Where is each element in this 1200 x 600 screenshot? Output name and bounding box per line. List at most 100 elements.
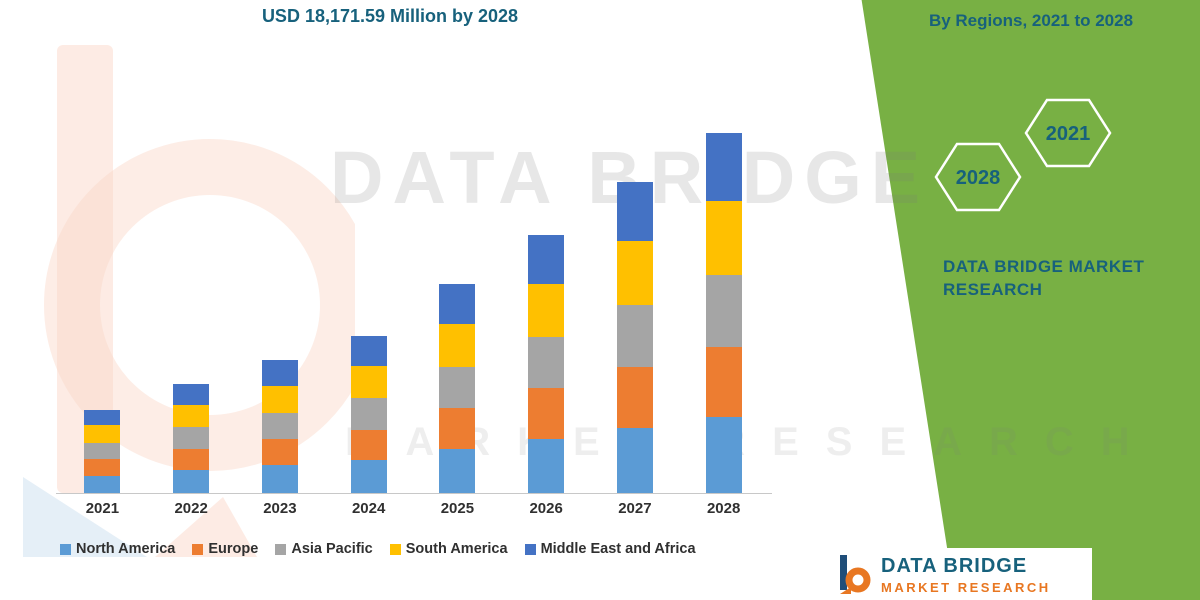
- bar-segment-south-america: [350, 365, 387, 399]
- bar-segment-middle-east-and-africa: [616, 182, 653, 242]
- bar-segment-europe: [528, 388, 565, 439]
- x-axis-label-2024: 2024: [351, 500, 386, 517]
- bar-segment-middle-east-and-africa: [173, 384, 210, 406]
- footer-logo: DATA BRIDGE MARKET RESEARCH: [830, 548, 1092, 600]
- bar-column-2021: [58, 409, 147, 493]
- x-axis-line: [56, 493, 772, 494]
- hexagon-2028: 2028: [934, 142, 1022, 212]
- bar-segment-north-america: [705, 417, 742, 493]
- bar-column-2025: [413, 283, 502, 493]
- bar-segment-north-america: [261, 465, 298, 493]
- legend-item-europe: Europe: [192, 541, 258, 557]
- bar-segment-asia-pacific: [616, 305, 653, 368]
- stacked-bar-2023: [261, 360, 298, 493]
- bar-segment-europe: [173, 449, 210, 471]
- bar-segment-north-america: [173, 470, 210, 493]
- legend-item-asia-pacific: Asia Pacific: [275, 541, 373, 557]
- bar-segment-europe: [350, 429, 387, 461]
- bar-segment-middle-east-and-africa: [705, 133, 742, 202]
- panel-title: By Regions, 2021 to 2028: [928, 11, 1134, 30]
- bar-segment-middle-east-and-africa: [439, 283, 476, 324]
- bar-segment-asia-pacific: [439, 366, 476, 409]
- legend-label: North America: [76, 541, 176, 557]
- stacked-bar-2022: [173, 384, 210, 493]
- stacked-bar-2025: [439, 283, 476, 493]
- legend-swatch: [389, 543, 401, 555]
- x-axis-label-2027: 2027: [618, 500, 652, 517]
- brand-text: DATA BRIDGE MARKET RESEARCH: [943, 255, 1144, 301]
- bar-segment-south-america: [616, 241, 653, 306]
- legend-label: Asia Pacific: [291, 541, 373, 557]
- legend-label: Europe: [208, 541, 259, 557]
- x-axis-label-2022: 2022: [174, 500, 208, 517]
- bar-column-2026: [502, 234, 591, 493]
- bar-segment-south-america: [84, 425, 121, 443]
- stacked-bar-2027: [616, 182, 653, 493]
- legend-label: South America: [405, 541, 508, 557]
- bar-segment-north-america: [84, 475, 121, 493]
- bar-segment-europe: [84, 459, 121, 476]
- legend-label: Middle East and Africa: [540, 541, 696, 557]
- bar-segment-asia-pacific: [261, 412, 298, 440]
- legend-swatch: [60, 543, 71, 555]
- hexagon-outline: [1024, 98, 1112, 168]
- bar-segment-asia-pacific: [705, 275, 742, 348]
- brand-text-line2: RESEARCH: [943, 280, 1043, 299]
- background-logo-watermark: [23, 45, 355, 557]
- bar-segment-asia-pacific: [350, 398, 387, 430]
- bar-segment-europe: [705, 347, 742, 418]
- hexagon-year-label: 2021: [1046, 123, 1091, 145]
- bar-column-2024: [324, 336, 413, 493]
- bar-segment-north-america: [350, 460, 387, 493]
- stacked-bar-2028: [705, 133, 742, 493]
- x-axis-labels: 2021 2022 2023 2024 2025 2026 2027 2028: [58, 500, 768, 517]
- brand-text-line1: DATA BRIDGE MARKET: [943, 257, 1145, 276]
- stacked-bar-2026: [528, 234, 565, 493]
- bar-segment-asia-pacific: [173, 427, 210, 450]
- x-axis-label-2026: 2026: [529, 500, 563, 517]
- x-axis-label-2023: 2023: [263, 500, 297, 517]
- x-axis-label-2021: 2021: [85, 500, 120, 517]
- bar-segment-north-america: [528, 438, 565, 493]
- bar-segment-asia-pacific: [528, 336, 565, 389]
- databridge-logo-icon: [840, 555, 871, 594]
- hexagon-badges: 2021 2028: [934, 98, 1112, 212]
- bar-segment-asia-pacific: [84, 442, 121, 460]
- legend-swatch: [524, 543, 536, 555]
- bar-column-2028: [679, 133, 768, 493]
- bar-segment-europe: [261, 439, 298, 466]
- bar-segment-south-america: [439, 323, 476, 367]
- bar-column-2023: [236, 360, 325, 493]
- footer-subbrand-text: MARKET RESEARCH: [881, 580, 1051, 595]
- bar-segment-middle-east-and-africa: [350, 336, 387, 366]
- bar-segment-europe: [616, 367, 653, 428]
- bar-segment-north-america: [616, 427, 653, 493]
- legend-item-south-america: South America: [389, 541, 508, 557]
- hexagon-year-label: 2028: [956, 167, 1001, 189]
- bar-column-2022: [147, 384, 236, 493]
- legend-swatch: [275, 543, 287, 555]
- x-axis-label-2025: 2025: [440, 500, 475, 517]
- plot-area: [58, 133, 768, 493]
- bar-segment-middle-east-and-africa: [84, 409, 121, 426]
- bar-segment-south-america: [528, 283, 565, 337]
- x-axis-label-2028: 2028: [706, 500, 741, 517]
- chart-title: USD 18,171.59 Million by 2028: [261, 6, 519, 26]
- bar-segment-south-america: [173, 405, 210, 428]
- hexagon-2021: 2021: [1024, 98, 1112, 168]
- bar-segment-middle-east-and-africa: [528, 234, 565, 284]
- legend: North America Europe Asia Pacific South Ame…: [60, 541, 820, 557]
- bar-segment-south-america: [705, 201, 742, 276]
- bar-segment-middle-east-and-africa: [261, 360, 298, 386]
- stacked-bar-2024: [350, 336, 387, 493]
- bar-segment-europe: [439, 408, 476, 450]
- bar-segment-south-america: [261, 385, 298, 413]
- bar-segment-north-america: [439, 449, 476, 493]
- footer-brand-text: DATA BRIDGE: [881, 555, 1028, 577]
- legend-item-north-america: North America: [60, 541, 175, 557]
- bar-column-2027: [591, 182, 680, 493]
- hexagon-outline: [934, 142, 1022, 212]
- legend-swatch: [192, 543, 204, 555]
- stacked-bar-2021: [84, 409, 121, 493]
